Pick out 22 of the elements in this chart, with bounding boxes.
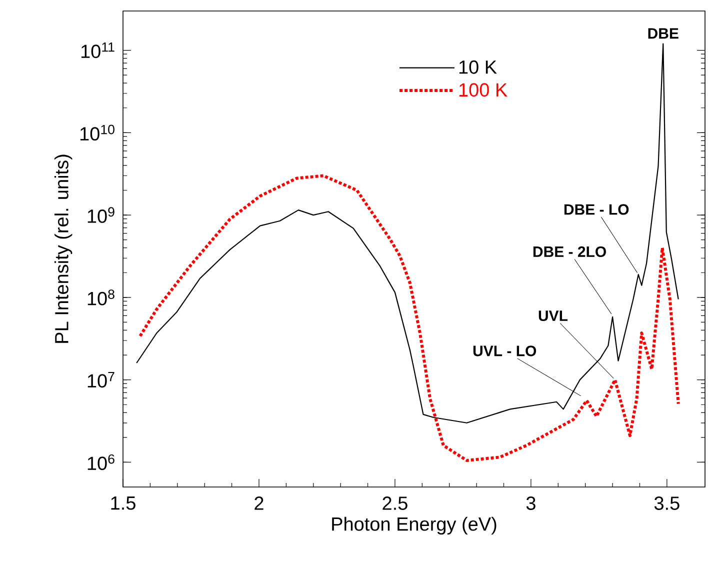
x-tick-label: 2.5 bbox=[382, 496, 408, 510]
annotation: DBE - 2LO bbox=[533, 246, 606, 258]
legend-label: 10 K bbox=[459, 60, 497, 74]
y-tick-label: 10$^{8}$ bbox=[88, 290, 114, 306]
annotation: DBE bbox=[648, 28, 678, 39]
line-series bbox=[138, 174, 680, 462]
x-tick-label: 1.5 bbox=[111, 496, 136, 510]
y-tick-label: 10$^{7}$ bbox=[88, 372, 114, 388]
y-tick-label: 10$^{9}$ bbox=[88, 207, 114, 223]
annotation: UVL - LO bbox=[473, 346, 536, 356]
y-tick-label: 10$^{10}$ bbox=[80, 124, 114, 141]
annotation: UVL bbox=[538, 310, 568, 322]
legend-label: 100 K bbox=[459, 83, 508, 97]
annotation: DBE - LO bbox=[564, 204, 629, 215]
y-axis-title: PL Intensity (rel. units) bbox=[54, 154, 72, 343]
y-tick-label: 10$^{11}$ bbox=[81, 42, 114, 58]
y-tick-label: 10$^{6}$ bbox=[88, 454, 114, 470]
x-tick-label: 3 bbox=[526, 496, 536, 510]
x-axis-title: Photon Energy (eV) bbox=[332, 516, 496, 535]
line-series bbox=[136, 43, 679, 424]
x-tick-label: 3.5 bbox=[654, 496, 680, 510]
x-tick-label: 2 bbox=[254, 496, 264, 510]
